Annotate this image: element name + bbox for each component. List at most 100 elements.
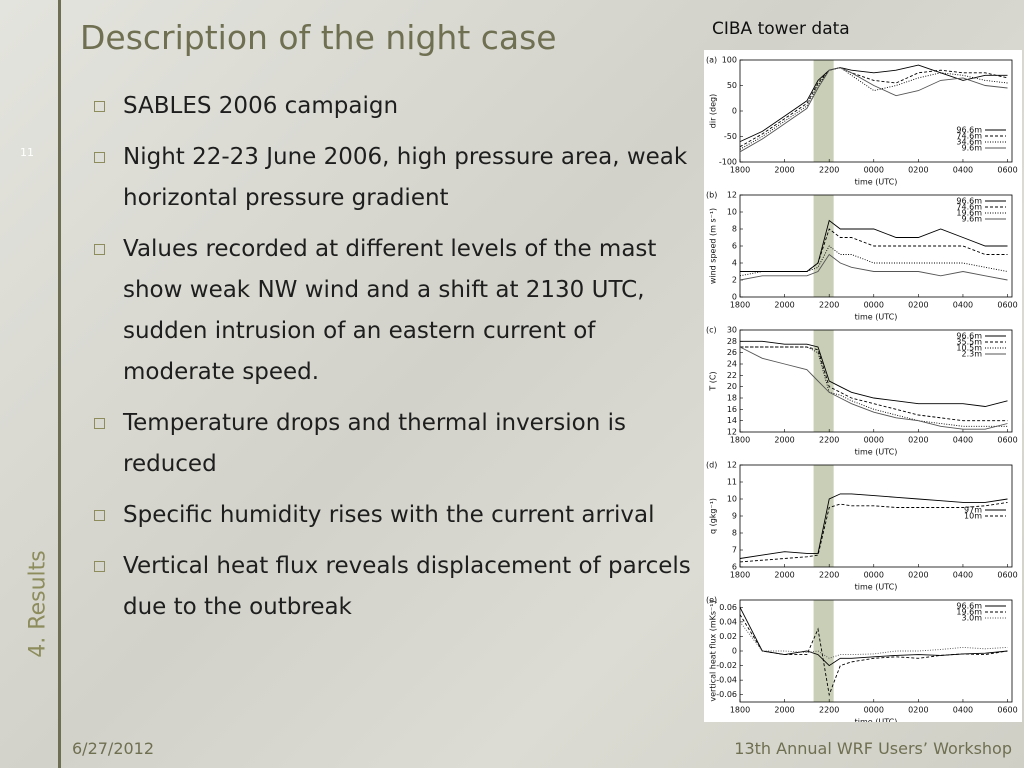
legend-label: 9.6m: [961, 144, 982, 153]
x-tick-label: 1800: [730, 571, 750, 580]
legend-label: 19.6m: [956, 209, 982, 218]
x-tick-label: 0400: [953, 166, 973, 175]
x-tick-label: 0000: [864, 436, 884, 445]
y-tick-label: 7: [732, 546, 737, 555]
x-tick-label: 0200: [908, 436, 928, 445]
legend-label: 35.5m: [956, 338, 982, 347]
y-tick-label: 0: [732, 293, 737, 302]
x-tick-label: 0600: [997, 706, 1017, 715]
x-axis-label: time (UTC): [855, 448, 898, 457]
bullet-marker: [94, 418, 105, 429]
footer-date: 6/27/2012: [72, 739, 155, 758]
section-label: 4. Results: [25, 550, 51, 658]
x-tick-label: 0000: [864, 166, 884, 175]
y-tick-label: 12: [727, 461, 737, 470]
series-line: [739, 493, 1008, 559]
highlight-span: [813, 330, 834, 432]
bullet: Vertical heat flux reveals displacement …: [92, 546, 692, 628]
bullet: Night 22-23 June 2006, high pressure are…: [92, 137, 692, 219]
series-line: [740, 346, 1008, 422]
y-axis-label: T (C): [709, 371, 718, 391]
y-tick-label: -0.02: [716, 661, 737, 670]
bullet-marker: [94, 152, 105, 163]
bullet-marker: [94, 561, 105, 572]
x-tick-label: 0600: [997, 166, 1017, 175]
y-tick-label: 24: [727, 360, 737, 369]
x-tick-label: 0400: [953, 301, 973, 310]
y-tick-label: 6: [732, 563, 737, 572]
series-line: [739, 67, 1008, 153]
y-tick-label: -100: [719, 158, 737, 167]
legend-label: 10m: [964, 512, 982, 521]
y-tick-label: 8: [732, 529, 737, 538]
y-tick-label: 20: [727, 382, 737, 391]
x-tick-label: 2200: [819, 706, 839, 715]
series-line: [739, 253, 1008, 281]
y-tick-label: 28: [727, 337, 737, 346]
y-tick-label: 18: [727, 394, 737, 403]
series-line: [740, 346, 1008, 427]
x-tick-label: 2200: [819, 436, 839, 445]
bullet-marker: [94, 244, 105, 255]
y-tick-label: 50: [727, 81, 737, 90]
y-tick-label: 4: [732, 259, 737, 268]
x-tick-label: 2200: [819, 166, 839, 175]
series-line: [739, 614, 1008, 697]
x-tick-label: 1800: [730, 436, 750, 445]
series-line: [740, 340, 1008, 407]
x-tick-label: 2000: [774, 166, 794, 175]
panel-label: (d): [706, 461, 717, 470]
side-rule: [58, 0, 61, 768]
x-axis-label: time (UTC): [855, 178, 898, 187]
bullet-text: Specific humidity rises with the current…: [123, 502, 655, 528]
legend-label: 97m: [964, 506, 982, 515]
plot-frame: [739, 329, 1013, 433]
series-line: [739, 501, 1008, 563]
legend-label: 3.0m: [961, 614, 982, 623]
y-tick-label: 9: [732, 512, 737, 521]
page-number: 11: [20, 146, 34, 159]
y-tick-label: 12: [727, 191, 737, 200]
panel-label: (c): [706, 326, 717, 335]
legend-label: 10.5m: [956, 344, 982, 353]
y-tick-label: 26: [727, 348, 737, 357]
y-tick-label: 0: [732, 647, 737, 656]
bullet-list: SABLES 2006 campaign Night 22-23 June 200…: [92, 86, 692, 638]
x-tick-label: 0000: [864, 706, 884, 715]
highlight-span: [813, 195, 834, 297]
x-tick-label: 2200: [819, 571, 839, 580]
legend-label: 74.6m: [956, 132, 982, 141]
series-line: [739, 64, 1008, 143]
y-axis-label: dir (deg): [709, 94, 718, 128]
bullet-text: Vertical heat flux reveals displacement …: [123, 553, 691, 620]
x-tick-label: 0200: [908, 706, 928, 715]
x-tick-label: 2000: [774, 436, 794, 445]
y-tick-label: -0.06: [716, 690, 737, 699]
series-line: [739, 621, 1008, 659]
y-tick-label: 30: [727, 326, 737, 335]
bullet-marker: [94, 101, 105, 112]
x-tick-label: 0400: [953, 436, 973, 445]
legend-label: 2.3m: [961, 350, 982, 359]
legend-label: 19.6m: [956, 608, 982, 617]
y-tick-label: 0.06: [719, 603, 737, 612]
y-tick-label: 14: [727, 416, 737, 425]
y-tick-label: -50: [724, 132, 737, 141]
highlight-span: [813, 465, 834, 567]
x-tick-label: 0200: [908, 166, 928, 175]
bullet-text: Temperature drops and thermal inversion …: [123, 410, 626, 477]
y-tick-label: 2: [732, 276, 737, 285]
bullet-text: Night 22-23 June 2006, high pressure are…: [123, 144, 688, 211]
legend-label: 9.6m: [961, 215, 982, 224]
panel-label: (a): [706, 56, 717, 65]
y-tick-label: 0.02: [719, 632, 737, 641]
y-tick-label: 6: [732, 242, 737, 251]
x-tick-label: 2000: [774, 706, 794, 715]
bullet: SABLES 2006 campaign: [92, 86, 692, 127]
bullet: Temperature drops and thermal inversion …: [92, 403, 692, 485]
series-line: [740, 228, 1008, 272]
legend-label: 96.6m: [956, 602, 982, 611]
series-line: [739, 607, 1008, 667]
